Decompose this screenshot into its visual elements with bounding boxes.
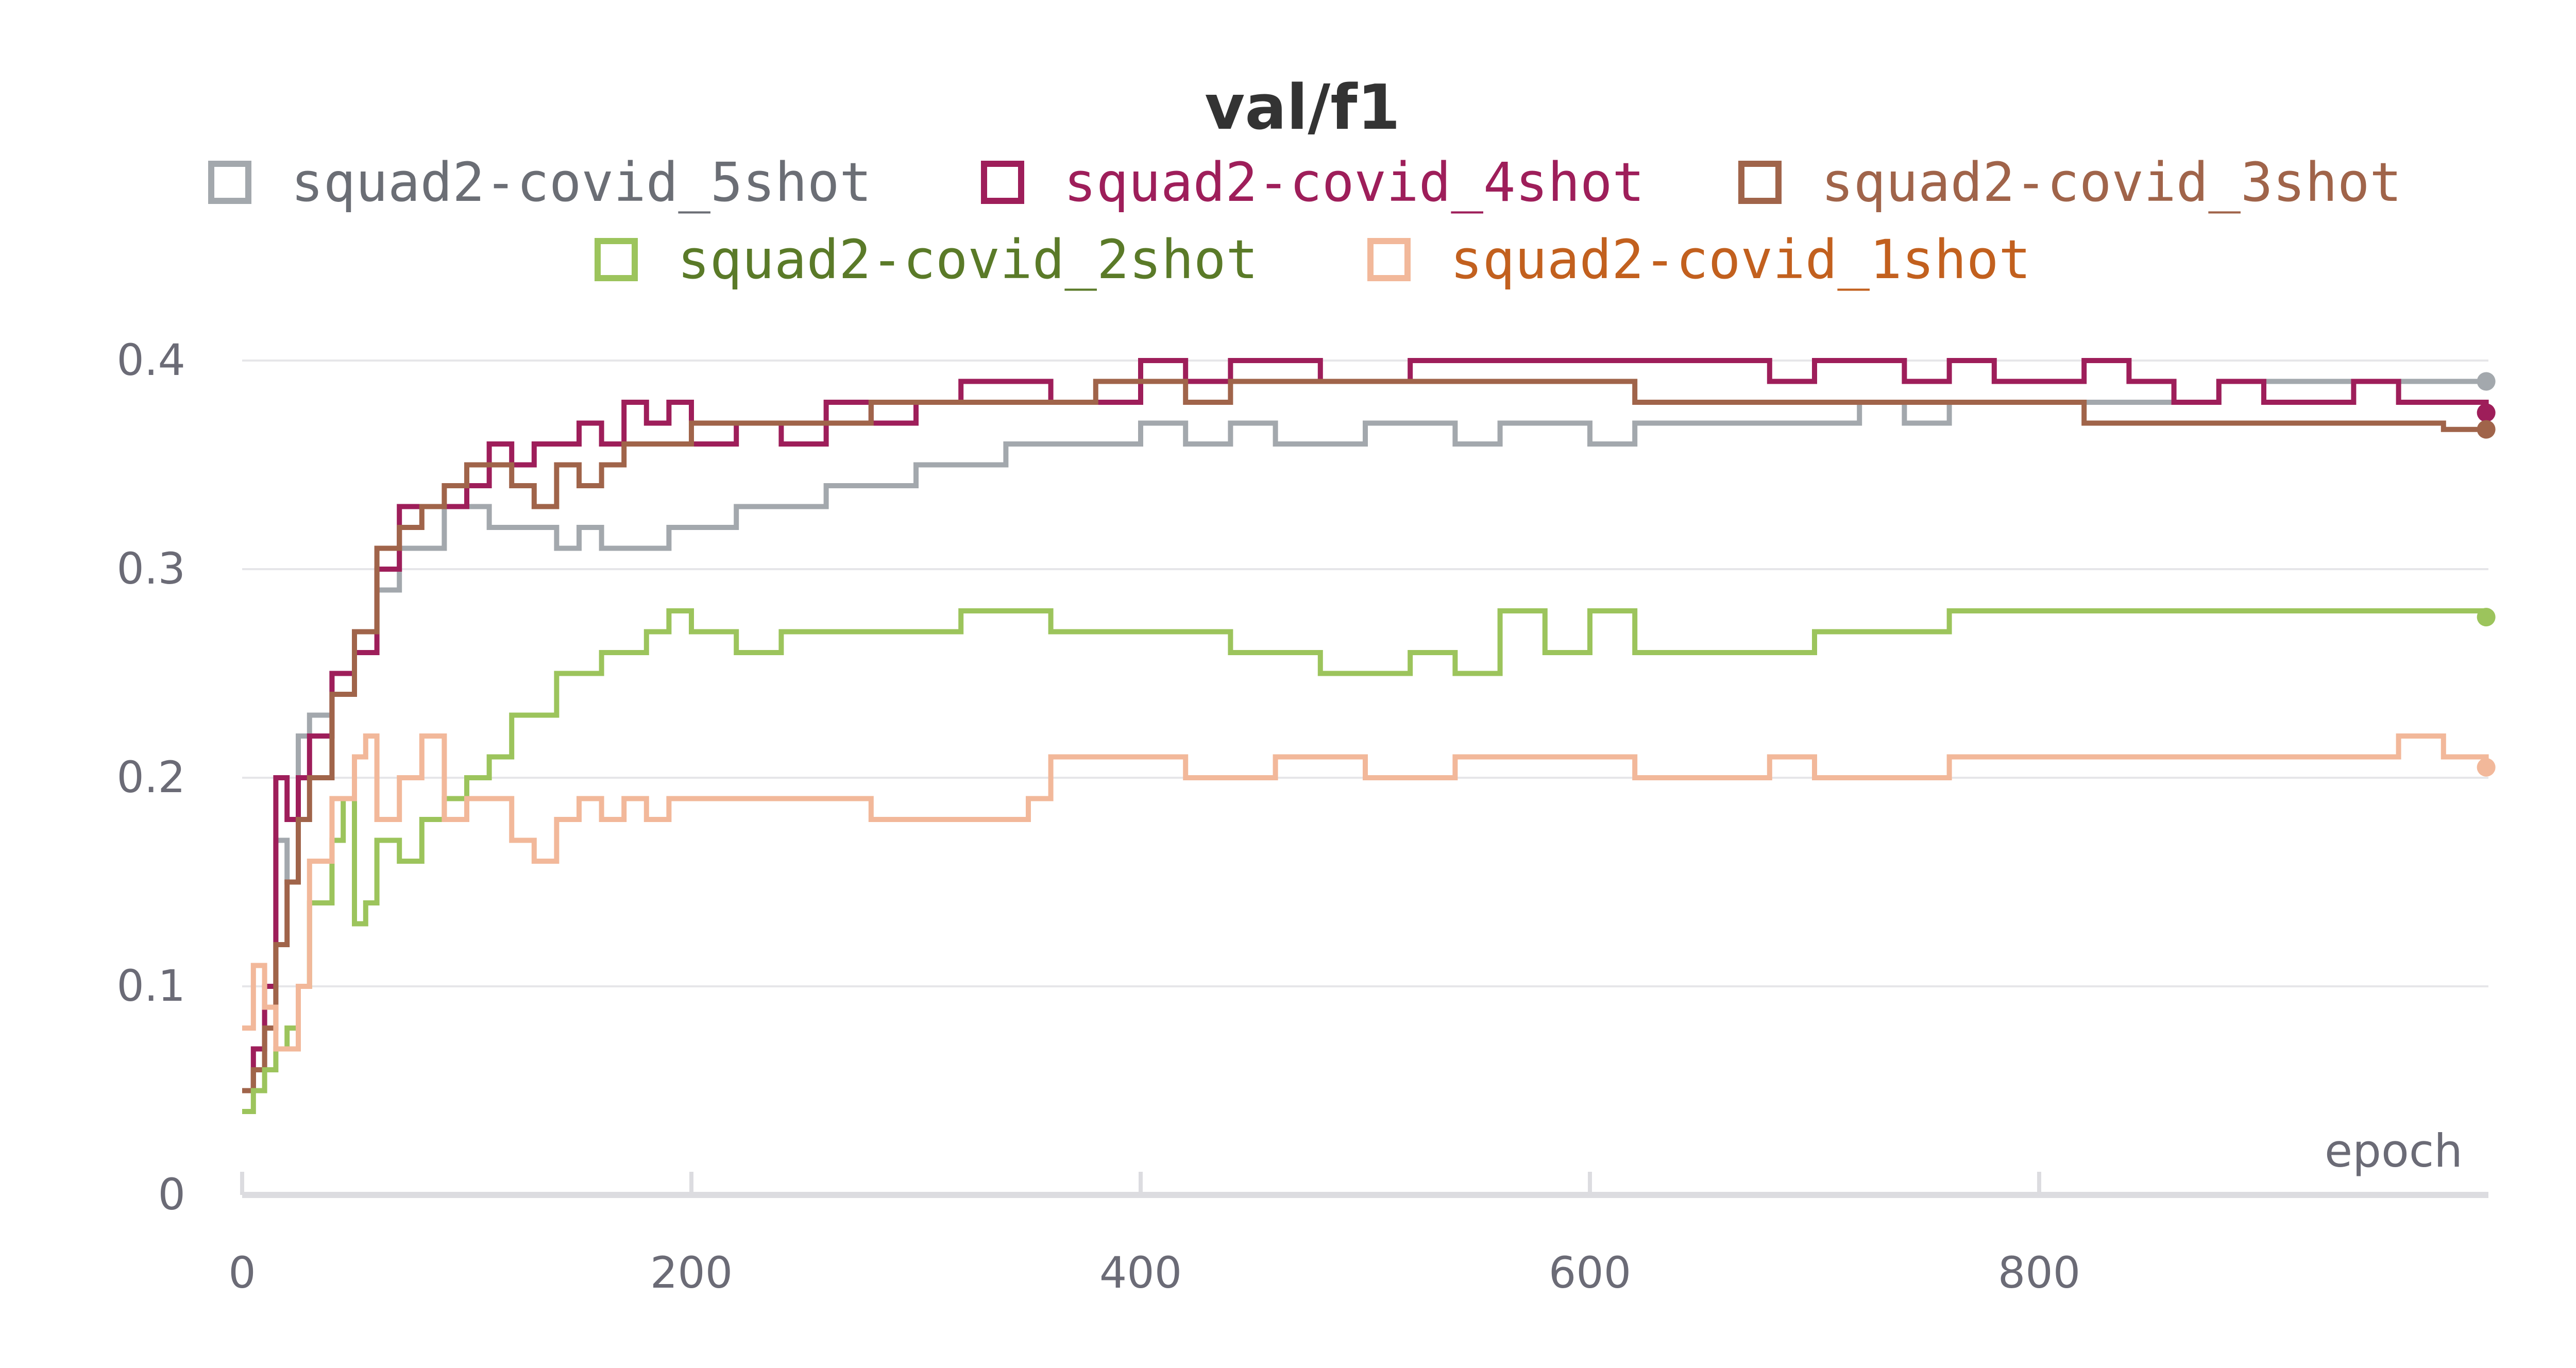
series-end-point: [2477, 372, 2496, 391]
legend-label: squad2-covid_4shot: [1064, 151, 1645, 214]
legend-swatch: [981, 161, 1024, 204]
x-tick-label: 200: [650, 1247, 733, 1298]
series-line-squad2-covid_3shot: [242, 379, 2486, 1093]
chart-title: val/f1: [1205, 72, 1400, 144]
y-tick-label: 0.3: [116, 543, 185, 594]
legend-label: squad2-covid_2shot: [677, 228, 1258, 291]
legend-swatch: [1367, 238, 1411, 281]
y-axis: 0 0.1 0.2 0.3 0.4: [116, 335, 185, 1220]
x-axis: 0 200 400 600 800: [228, 1172, 2488, 1298]
y-tick-label: 0.1: [116, 961, 185, 1011]
x-tick-label: 600: [1549, 1247, 1631, 1298]
series-end-point: [2477, 758, 2496, 777]
legend-swatch: [595, 238, 638, 281]
series-end-point: [2477, 403, 2496, 422]
series-end-point: [2477, 420, 2496, 439]
legend-label: squad2-covid_3shot: [1821, 151, 2402, 214]
series-lines: [242, 358, 2496, 1114]
legend-swatch: [1738, 161, 1782, 204]
y-tick-label: 0: [158, 1169, 185, 1220]
y-tick-label: 0.2: [116, 752, 185, 802]
legend-label: squad2-covid_5shot: [291, 151, 872, 214]
legend-label: squad2-covid_1shot: [1450, 228, 2031, 291]
x-tick-label: 0: [228, 1247, 256, 1298]
legend-swatch: [208, 161, 251, 204]
x-tick-label: 400: [1099, 1247, 1182, 1298]
y-tick-label: 0.4: [116, 335, 185, 385]
series-line-squad2-covid_1shot: [242, 733, 2489, 1052]
x-tick-label: 800: [1998, 1247, 2080, 1298]
series-line-squad2-covid_2shot: [242, 608, 2489, 1114]
legend: squad2-covid_5shot squad2-covid_4shot squa…: [208, 151, 2402, 291]
series-end-point: [2477, 608, 2496, 627]
x-axis-label: epoch: [2325, 1124, 2463, 1177]
